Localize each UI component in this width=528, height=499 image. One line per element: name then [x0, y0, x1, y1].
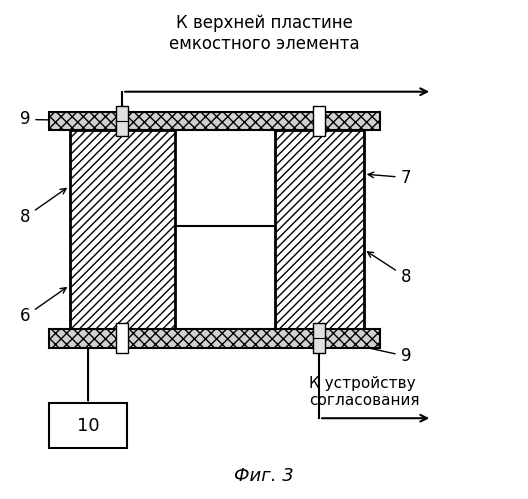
Bar [49, 112, 380, 130]
Bar [49, 403, 127, 448]
Text: 10: 10 [77, 417, 99, 435]
Text: 8: 8 [367, 252, 411, 286]
Bar [116, 323, 128, 353]
Text: 8: 8 [20, 189, 66, 226]
Text: К устройству
согласования: К устройству согласования [309, 376, 419, 409]
Bar [314, 106, 325, 136]
Text: Фиг. 3: Фиг. 3 [234, 467, 294, 485]
Text: 7: 7 [368, 169, 411, 187]
Bar [70, 130, 175, 329]
Text: 9: 9 [329, 338, 411, 365]
Text: 9: 9 [20, 110, 112, 128]
Bar [314, 323, 325, 353]
Bar [275, 130, 364, 329]
Text: 6: 6 [20, 288, 66, 325]
Bar [49, 329, 380, 348]
Bar [116, 106, 128, 136]
Text: К верхней пластине
емкостного элемента: К верхней пластине емкостного элемента [168, 14, 360, 53]
